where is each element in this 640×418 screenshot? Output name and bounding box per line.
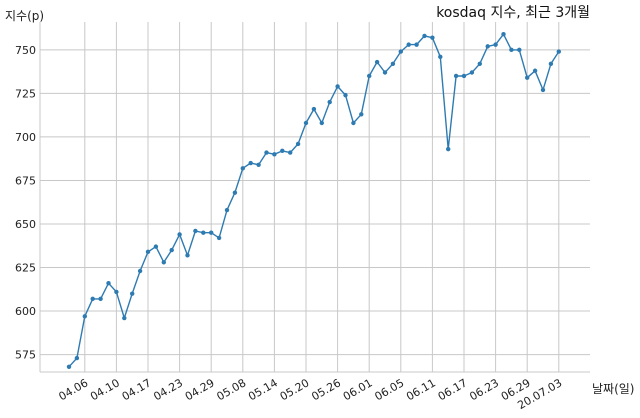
data-point: [469, 70, 475, 75]
data-point: [169, 247, 174, 253]
data-point: [145, 249, 151, 255]
data-point: [477, 61, 482, 66]
data-point: [532, 68, 538, 73]
x-tick-label: 05.14: [246, 376, 280, 403]
data-point: [382, 70, 388, 75]
data-point: [438, 54, 443, 60]
data-point: [224, 207, 230, 213]
x-tick-label: 05.08: [215, 376, 249, 403]
series-line: [68, 33, 560, 368]
chart-title: kosdaq 지수, 최근 3개월: [436, 5, 590, 21]
data-point: [556, 49, 561, 54]
x-tick-label: 04.10: [88, 376, 122, 403]
data-point: [390, 61, 396, 66]
data-point: [153, 244, 159, 249]
y-tick-label: 650: [15, 218, 36, 231]
x-tick-label: 06.11: [404, 376, 438, 403]
data-point: [359, 112, 364, 117]
data-point: [414, 42, 419, 47]
x-tick-label: 04.06: [57, 376, 91, 403]
y-tick-label: 600: [15, 305, 36, 318]
x-tick-label: 04.29: [183, 376, 217, 403]
x-tick-label: 05.26: [309, 376, 343, 403]
x-tick-labels: 04.0604.1004.1704.2304.2905.0805.1405.20…: [57, 376, 565, 412]
x-tick-label: 06.01: [341, 376, 375, 403]
data-point: [548, 61, 554, 66]
data-point: [114, 289, 119, 295]
data-point: [264, 150, 269, 155]
data-point: [351, 120, 356, 126]
data-point: [311, 106, 317, 112]
data-point: [406, 42, 411, 47]
x-axis-label: 날짜(일): [592, 382, 634, 396]
data-point: [335, 84, 340, 89]
data-point: [461, 73, 467, 79]
data-point: [430, 35, 435, 40]
data-point: [193, 228, 198, 234]
data-point: [485, 44, 490, 49]
data-point: [343, 92, 348, 98]
y-tick-labels: 575 600 625 650 675 700 725 750: [15, 44, 36, 362]
data-point: [509, 47, 514, 53]
data-point: [74, 355, 80, 361]
data-point: [303, 120, 309, 126]
data-point: [446, 146, 451, 152]
data-point: [232, 190, 238, 195]
data-point: [256, 162, 261, 167]
series-line-layer: [68, 33, 560, 368]
y-tick-label: 625: [15, 262, 36, 275]
data-point: [106, 280, 111, 286]
data-point: [90, 296, 95, 302]
data-point: [280, 148, 285, 154]
data-point: [248, 160, 253, 166]
data-point: [319, 120, 324, 126]
x-tick-label: 04.17: [120, 376, 154, 403]
data-point: [216, 235, 222, 241]
data-point: [240, 166, 245, 171]
data-point: [130, 291, 135, 296]
data-point: [98, 296, 103, 302]
x-tick-label: 06.23: [467, 376, 501, 403]
x-tick-label: 04.23: [151, 376, 185, 403]
y-tick-label: 725: [15, 87, 36, 100]
y-tick-label: 675: [15, 174, 36, 187]
y-axis-label: 지수(p): [5, 9, 44, 23]
data-point: [398, 49, 403, 54]
data-point: [517, 47, 522, 53]
grid-lines: [40, 22, 590, 372]
x-tick-label: 06.17: [436, 376, 470, 403]
data-point: [327, 99, 332, 105]
data-point: [272, 152, 277, 157]
data-point: [209, 230, 214, 235]
y-tick-label: 750: [15, 44, 36, 57]
y-tick-label: 575: [15, 349, 36, 362]
data-point: [295, 141, 301, 147]
y-tick-label: 700: [15, 131, 36, 144]
data-point: [201, 230, 206, 235]
data-point: [185, 253, 190, 258]
data-point: [525, 75, 530, 80]
data-point: [540, 87, 546, 93]
data-point: [367, 73, 372, 79]
data-point: [82, 314, 88, 319]
data-point: [288, 150, 293, 155]
x-tick-label: 05.20: [278, 376, 312, 403]
data-point: [493, 42, 498, 47]
data-point: [422, 33, 427, 39]
data-point: [501, 31, 506, 37]
data-point: [177, 232, 182, 237]
data-point: [453, 73, 459, 79]
data-point: [161, 260, 166, 265]
x-tick-label: 06.05: [373, 376, 407, 403]
data-points: [66, 31, 561, 369]
data-point: [374, 59, 380, 65]
axes: [39, 22, 590, 373]
data-point: [122, 315, 127, 321]
data-point: [137, 268, 143, 274]
data-point: [66, 364, 72, 369]
